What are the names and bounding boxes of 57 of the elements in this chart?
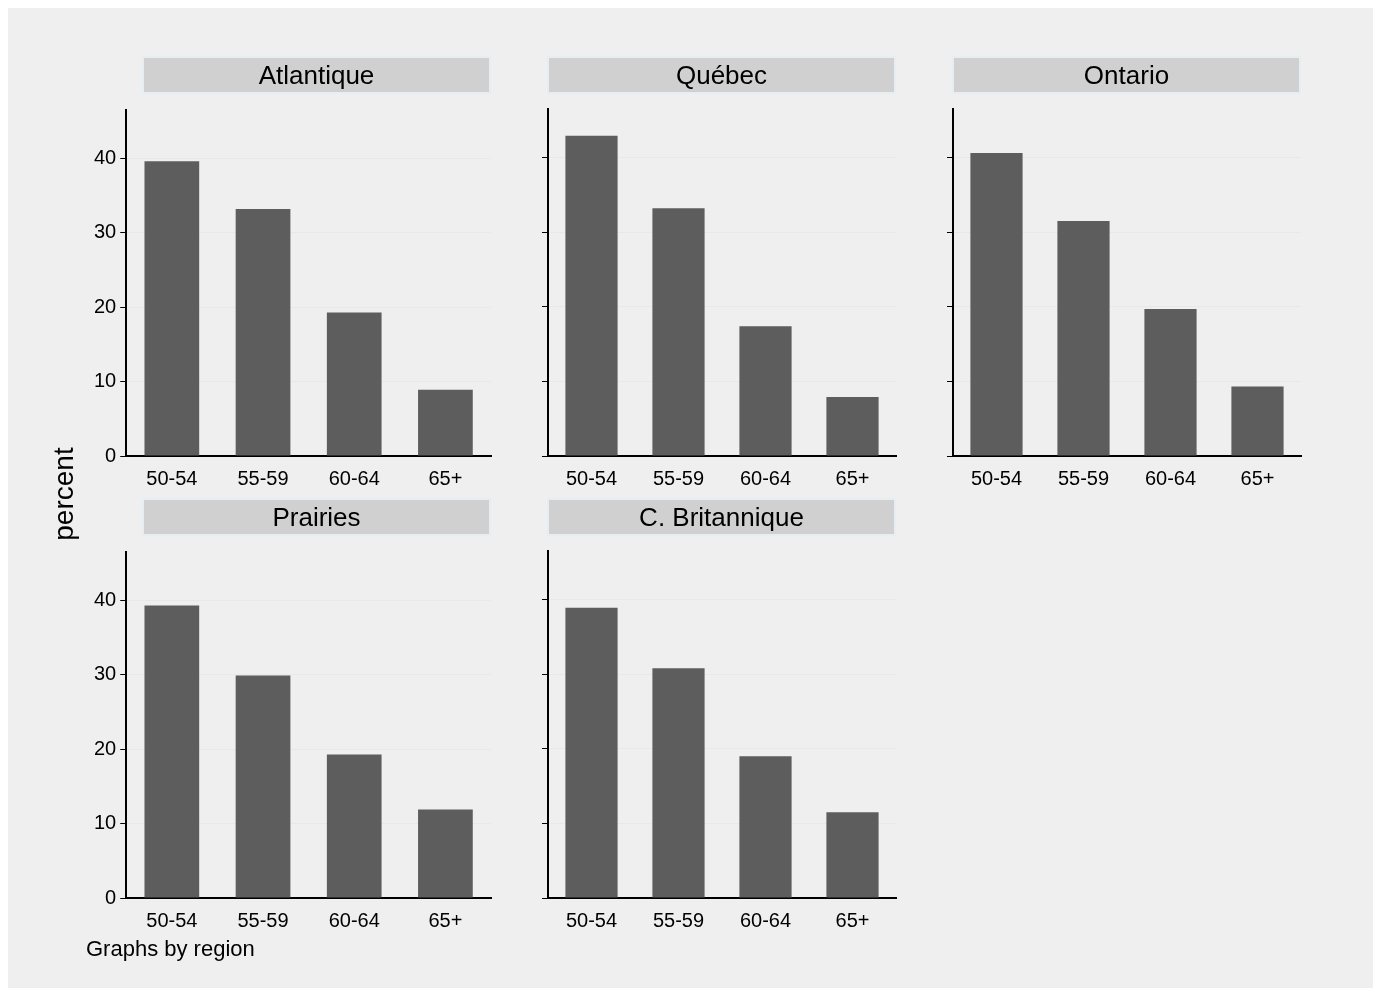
y-tick-label: 40 — [94, 145, 117, 168]
y-tick-label: 0 — [105, 885, 117, 908]
y-axis-title: percent — [48, 447, 80, 541]
bar — [144, 605, 200, 898]
y-tick-label: 30 — [94, 662, 117, 685]
bar — [739, 756, 792, 898]
y-tick-label: 20 — [94, 294, 117, 317]
y-tick-label: 20 — [94, 736, 117, 759]
bar — [326, 312, 382, 456]
y-tick-label: 40 — [94, 587, 117, 610]
bar — [1057, 220, 1110, 456]
y-tick-label: 10 — [94, 369, 117, 392]
bar — [418, 809, 473, 898]
bar — [970, 153, 1023, 456]
x-tick-label: 60-64 — [739, 908, 792, 931]
y-tick-label: 10 — [94, 811, 117, 834]
chart-title: Ontario — [952, 56, 1301, 94]
bar — [1231, 386, 1284, 456]
bar — [565, 135, 618, 456]
bar — [826, 812, 879, 898]
x-tick-label: 55-59 — [652, 466, 705, 489]
bar — [144, 161, 200, 456]
bar — [1144, 308, 1197, 456]
chart-title: Atlantique — [142, 56, 491, 94]
bar — [652, 208, 705, 456]
x-tick-label: 65+ — [835, 466, 870, 489]
x-tick-label: 60-64 — [328, 466, 380, 489]
bar — [565, 607, 618, 898]
chart-title: Québec — [547, 56, 896, 94]
x-tick-label: 50-54 — [146, 908, 198, 931]
bar — [652, 668, 705, 898]
x-tick-label: 50-54 — [146, 466, 198, 489]
y-tick-label: 0 — [105, 443, 117, 466]
x-tick-label: 50-54 — [970, 466, 1023, 489]
x-tick-label: 60-64 — [328, 908, 380, 931]
text: Graphs by region — [86, 936, 255, 962]
y-tick-label: 30 — [94, 220, 117, 243]
x-tick-label: 60-64 — [739, 466, 792, 489]
bar — [739, 326, 792, 456]
bar — [326, 754, 382, 898]
x-tick-label: 55-59 — [237, 908, 289, 931]
x-tick-label: 60-64 — [1144, 466, 1197, 489]
chart-title: Prairies — [142, 498, 491, 536]
x-tick-label: 50-54 — [565, 466, 618, 489]
x-tick-label: 65+ — [1240, 466, 1275, 489]
bar — [418, 389, 473, 456]
x-tick-label: 55-59 — [1057, 466, 1110, 489]
x-tick-label: 50-54 — [565, 908, 618, 931]
x-tick-label: 65+ — [428, 466, 463, 489]
bar — [826, 397, 879, 456]
chart-title: C. Britannique — [547, 498, 896, 536]
x-tick-label: 65+ — [428, 908, 463, 931]
bar — [235, 675, 291, 898]
x-tick-label: 65+ — [835, 908, 870, 931]
bar — [235, 208, 291, 456]
x-tick-label: 55-59 — [237, 466, 289, 489]
x-tick-label: 55-59 — [652, 908, 705, 931]
